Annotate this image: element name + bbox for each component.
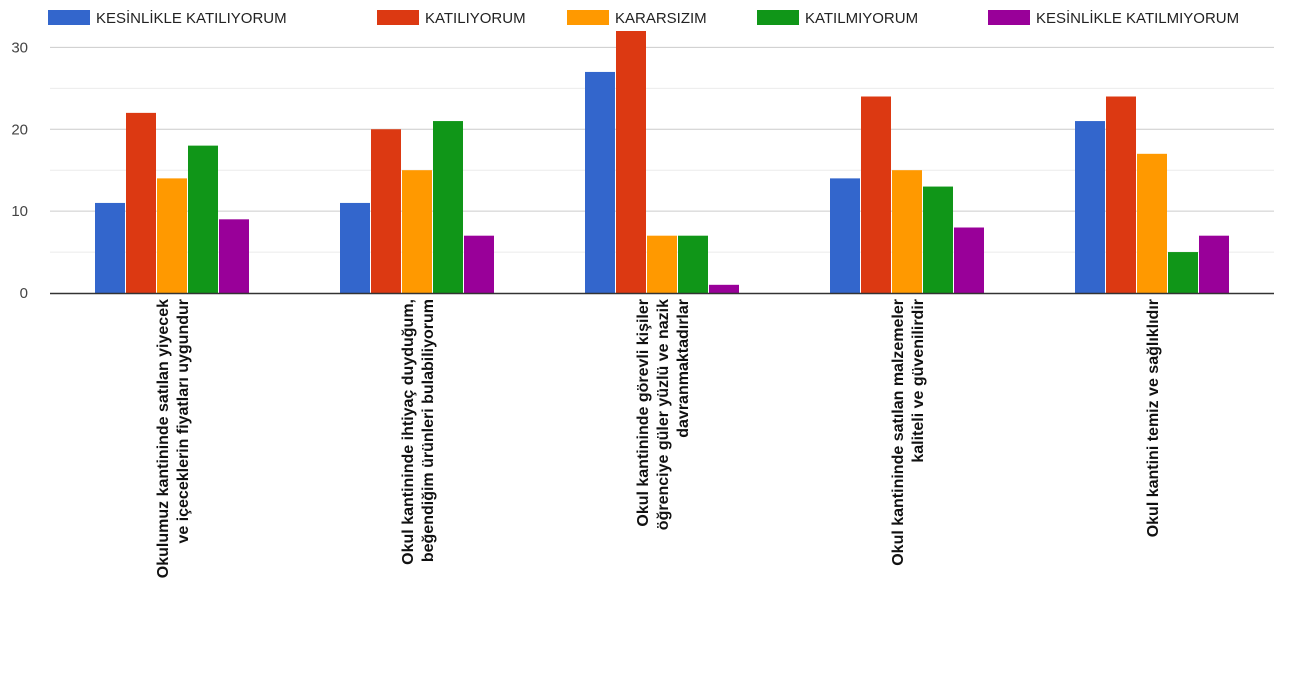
chart-gridlines xyxy=(50,46,1274,253)
x-axis-category-labels: Okulumuz kantininde satılan yiyecek ve iç… xyxy=(155,299,1162,578)
x-category-label: Okulumuz kantininde satılan yiyecek ve iç… xyxy=(155,299,192,578)
legend-swatch xyxy=(988,10,1030,25)
y-tick-label: 30 xyxy=(11,39,28,56)
bar-kesi-nli-kle-katiliyorum-4 xyxy=(830,178,860,293)
bar-kesi-nli-kle-katiliyorum-2 xyxy=(340,202,370,293)
bar-katiliyorum-1 xyxy=(126,112,156,293)
x-category-label: Okul kantininde görevli kişiler öğrenciye… xyxy=(635,299,692,530)
bar-kararsizim-5 xyxy=(1137,153,1167,293)
bar-kesi-nli-kle-katilmiyorum-2 xyxy=(464,235,494,293)
x-category-label-line: Okul kantininde satılan malzemeler xyxy=(890,299,907,566)
x-category-label-line: Okulumuz kantininde satılan yiyecek xyxy=(155,299,172,578)
x-category-label-line: Okul kantininde ihtiyaç duyduğum, xyxy=(400,299,417,565)
bar-katilmiyorum-3 xyxy=(678,235,708,293)
bar-katilmiyorum-4 xyxy=(923,186,953,293)
bar-kesi-nli-kle-katiliyorum-1 xyxy=(95,202,125,293)
legend-item: KARARSIZIM xyxy=(567,10,707,27)
x-category-label-line: ve içeceklerin fiyatları uygundur xyxy=(175,299,192,544)
legend-item: KESİNLİKLE KATILIYORUM xyxy=(48,9,287,27)
bar-katilmiyorum-5 xyxy=(1168,252,1198,293)
legend-item: KATILMIYORUM xyxy=(757,10,918,27)
bar-katilmiyorum-1 xyxy=(188,145,218,293)
y-tick-label: 10 xyxy=(11,203,28,220)
y-axis-ticks: 0 10 20 30 xyxy=(11,39,28,302)
legend-label: KARARSIZIM xyxy=(615,10,707,27)
legend-swatch xyxy=(48,10,90,25)
legend-label: KATILMIYORUM xyxy=(805,10,918,27)
bar-kesi-nli-kle-katilmiyorum-3 xyxy=(709,284,739,293)
bar-katilmiyorum-2 xyxy=(433,121,463,293)
legend-label: KESİNLİKLE KATILMIYORUM xyxy=(1036,9,1239,27)
x-category-label-line: kaliteli ve güvenilirdir xyxy=(910,299,927,463)
bar-katiliyorum-4 xyxy=(861,96,891,293)
x-category-label-line: Okul kantininde görevli kişiler xyxy=(635,299,652,527)
bar-kesi-nli-kle-katilmiyorum-5 xyxy=(1199,235,1229,293)
legend-item: KESİNLİKLE KATILMIYORUM xyxy=(988,9,1239,27)
bar-katiliyorum-3 xyxy=(616,31,646,293)
y-tick-label: 20 xyxy=(11,121,28,138)
legend-item: KATILIYORUM xyxy=(377,10,526,27)
bar-kararsizim-2 xyxy=(402,170,432,293)
bar-kesi-nli-kle-katilmiyorum-1 xyxy=(219,219,249,293)
x-category-label-line: Okul kantini temiz ve sağlıklıdır xyxy=(1145,299,1162,537)
x-category-label: Okul kantininde ihtiyaç duyduğum, beğendi… xyxy=(400,299,437,565)
bar-kesi-nli-kle-katilmiyorum-4 xyxy=(954,227,984,293)
x-category-label: Okul kantini temiz ve sağlıklıdır xyxy=(1145,299,1162,537)
bar-kararsizim-3 xyxy=(647,235,677,293)
chart-bars xyxy=(95,31,1229,293)
bar-kesi-nli-kle-katiliyorum-5 xyxy=(1075,121,1105,293)
x-category-label: Okul kantininde satılan malzemeler kalite… xyxy=(890,299,927,566)
bar-kesi-nli-kle-katiliyorum-3 xyxy=(585,71,615,293)
bar-katiliyorum-5 xyxy=(1106,96,1136,293)
bar-katiliyorum-2 xyxy=(371,129,401,293)
x-category-label-line: öğrenciye güler yüzlü ve nazik xyxy=(655,299,672,530)
legend-swatch xyxy=(757,10,799,25)
legend-swatch xyxy=(567,10,609,25)
x-category-label-line: beğendiğim ürünleri bulabiliyorum xyxy=(420,299,437,562)
legend-label: KESİNLİKLE KATILIYORUM xyxy=(96,9,287,27)
bar-kararsizim-4 xyxy=(892,170,922,293)
legend-swatch xyxy=(377,10,419,25)
chart-legend: KESİNLİKLE KATILIYORUM KATILIYORUM KARARSI… xyxy=(48,9,1239,27)
legend-label: KATILIYORUM xyxy=(425,10,526,27)
y-tick-label: 0 xyxy=(20,285,28,302)
x-category-label-line: davranmaktadırlar xyxy=(675,299,692,438)
bar-kararsizim-1 xyxy=(157,178,187,293)
